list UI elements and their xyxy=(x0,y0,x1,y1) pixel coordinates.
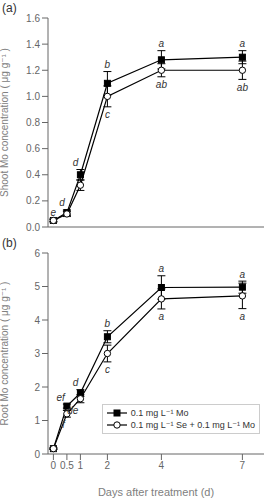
svg-text:0.2: 0.2 xyxy=(26,195,40,206)
svg-text:de: de xyxy=(67,405,79,416)
svg-text:a: a xyxy=(240,269,246,280)
svg-text:1.6: 1.6 xyxy=(26,13,40,24)
html-text:0.1 mg L⁻¹ Se + 0.1 mg L⁻¹ Mo: 0.1 mg L⁻¹ Se + 0.1 mg L⁻¹ Mo xyxy=(130,420,255,430)
svg-text:Root Mo concentration ( μg g⁻¹: Root Mo concentration ( μg g⁻¹ ) xyxy=(8,282,10,426)
svg-text:a: a xyxy=(159,38,165,49)
svg-text:d: d xyxy=(59,197,65,208)
svg-text:6: 6 xyxy=(34,248,40,259)
svg-text:Shoot Mo concentration ( μg g⁻: Shoot Mo concentration ( μg g⁻¹ ) xyxy=(8,48,10,197)
svg-text:ab: ab xyxy=(237,82,249,93)
html-text:(a): (a) xyxy=(2,1,17,15)
svg-text:a: a xyxy=(159,311,165,322)
svg-text:0.4: 0.4 xyxy=(26,169,40,180)
svg-text:1: 1 xyxy=(78,460,84,471)
svg-text:0.6: 0.6 xyxy=(26,143,40,154)
svg-text:a: a xyxy=(240,311,246,322)
svg-text:ab: ab xyxy=(156,79,168,90)
svg-text:0: 0 xyxy=(51,460,57,471)
svg-text:b: b xyxy=(105,59,111,70)
svg-text:c: c xyxy=(105,364,110,375)
svg-text:4: 4 xyxy=(34,315,40,326)
svg-text:Days after treatment (d): Days after treatment (d) xyxy=(98,486,214,498)
svg-text:0.8: 0.8 xyxy=(26,117,40,128)
svg-text:2: 2 xyxy=(105,460,111,471)
svg-text:7: 7 xyxy=(240,460,246,471)
svg-text:e: e xyxy=(51,207,57,218)
svg-text:0.5: 0.5 xyxy=(60,460,74,471)
svg-text:1.2: 1.2 xyxy=(26,65,40,76)
svg-text:2: 2 xyxy=(34,382,40,393)
svg-text:c: c xyxy=(105,109,110,120)
svg-text:5: 5 xyxy=(34,281,40,292)
svg-text:1.0: 1.0 xyxy=(26,91,40,102)
svg-text:a: a xyxy=(159,263,165,274)
svg-text:d: d xyxy=(73,377,79,388)
svg-text:1: 1 xyxy=(34,415,40,426)
svg-text:3: 3 xyxy=(34,348,40,359)
html-text:0.1 mg L⁻¹ Mo: 0.1 mg L⁻¹ Mo xyxy=(130,408,189,418)
svg-text:0.0: 0.0 xyxy=(26,222,40,233)
svg-text:f: f xyxy=(62,419,66,430)
svg-text:4: 4 xyxy=(159,460,165,471)
svg-text:1.4: 1.4 xyxy=(26,39,40,50)
svg-text:d: d xyxy=(73,157,79,168)
svg-text:ef: ef xyxy=(57,392,67,403)
svg-text:a: a xyxy=(240,38,246,49)
svg-text:0: 0 xyxy=(34,449,40,460)
html-text:(b): (b) xyxy=(2,236,17,250)
svg-text:b: b xyxy=(105,318,111,329)
